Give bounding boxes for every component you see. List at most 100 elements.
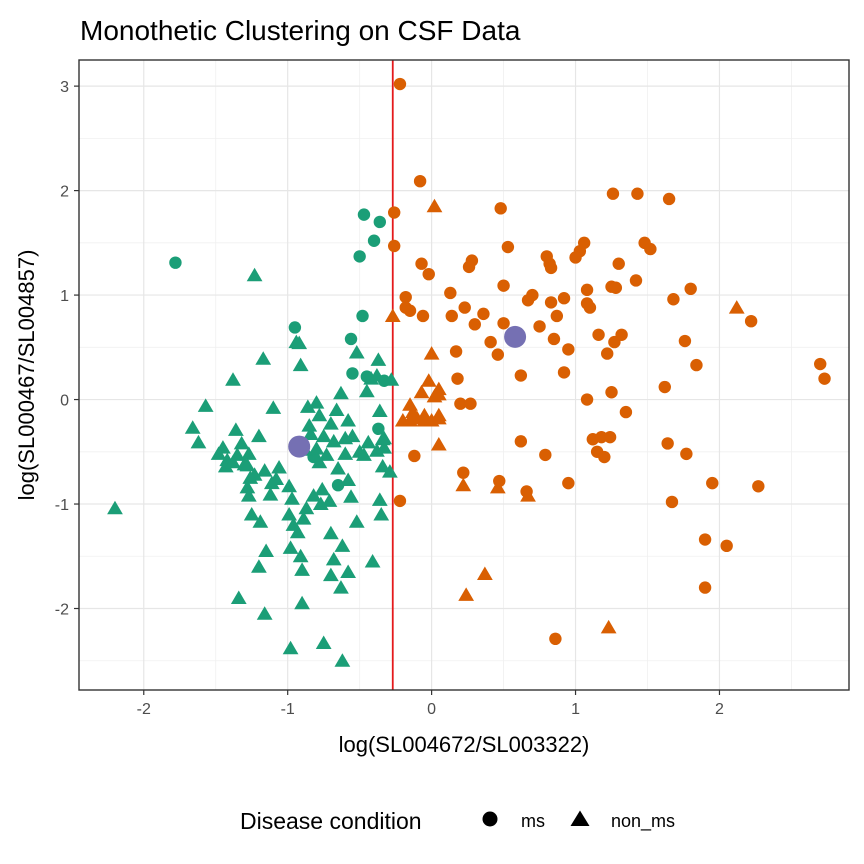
data-point-ms xyxy=(629,274,643,287)
data-point-non-ms xyxy=(358,383,375,398)
data-point-ms xyxy=(477,307,490,321)
data-point-ms xyxy=(454,397,467,410)
data-point-ms xyxy=(549,632,562,646)
y-tick-label: -1 xyxy=(55,497,69,514)
data-point-non-ms xyxy=(322,525,339,540)
data-point-ms xyxy=(557,366,571,379)
data-point-ms xyxy=(658,380,671,394)
x-tick-label: 2 xyxy=(715,701,724,718)
centroid-points xyxy=(288,325,527,458)
data-point-ms xyxy=(422,267,435,281)
data-point-non-ms xyxy=(229,447,246,461)
data-point-non-ms xyxy=(256,463,273,477)
data-point-non-ms xyxy=(233,435,250,450)
data-point-ms xyxy=(544,296,558,309)
data-point-non-ms xyxy=(356,447,372,461)
data-point-non-ms xyxy=(240,446,257,460)
data-point-ms xyxy=(609,281,623,294)
data-point-ms xyxy=(544,261,558,275)
data-point-ms xyxy=(720,539,733,553)
data-point-non-ms xyxy=(333,385,349,400)
data-point-non-ms xyxy=(217,458,234,473)
y-axis-title: log(SL000467/SL004857) xyxy=(14,250,39,501)
data-point-non-ms xyxy=(333,580,349,594)
data-point-non-ms xyxy=(343,489,359,503)
data-point-ms xyxy=(583,301,597,314)
data-point-non-ms xyxy=(246,267,263,282)
data-point-ms xyxy=(814,357,827,371)
data-point-non-ms xyxy=(281,506,298,521)
data-point-non-ms xyxy=(360,434,377,449)
data-point-ms xyxy=(444,286,457,300)
plot-panel-border xyxy=(78,59,850,691)
data-point-ms xyxy=(606,187,620,200)
data-point-ms xyxy=(684,282,697,296)
data-point-ms xyxy=(533,320,546,333)
y-tick-label: 2 xyxy=(60,184,69,201)
data-point-ms xyxy=(393,494,407,508)
data-point-non-ms xyxy=(382,464,398,478)
data-point-non-ms xyxy=(370,352,387,366)
data-point-non-ms xyxy=(426,198,443,213)
data-point-non-ms xyxy=(255,351,272,365)
data-point-non-ms xyxy=(289,524,306,539)
data-point-ms xyxy=(550,309,564,323)
data-point-ms xyxy=(497,279,510,292)
data-point-non-ms xyxy=(334,653,351,667)
data-point-non-ms xyxy=(292,357,309,372)
data-point-non-ms xyxy=(364,553,381,568)
data-point-ms xyxy=(331,479,345,492)
data-point-non-ms xyxy=(314,481,331,496)
data-point-non-ms xyxy=(228,422,244,436)
data-point-non-ms xyxy=(239,479,256,494)
data-point-non-ms xyxy=(413,384,430,399)
data-point-ms xyxy=(667,293,680,306)
data-point-non-ms xyxy=(251,559,267,573)
data-point-non-ms xyxy=(308,441,325,455)
data-point-ms xyxy=(619,405,633,419)
data-point-ms xyxy=(344,332,358,346)
data-point-ms xyxy=(690,358,703,372)
x-tick-label: -2 xyxy=(137,701,151,718)
data-point-ms xyxy=(288,321,302,334)
data-point-non-ms xyxy=(268,471,285,485)
data-point-ms xyxy=(445,309,458,323)
x-tick-label: -1 xyxy=(281,701,295,718)
data-point-ms xyxy=(706,476,719,490)
data-point-ms xyxy=(413,174,427,188)
data-point-non-ms xyxy=(325,433,342,448)
data-point-non-ms xyxy=(271,459,287,474)
data-point-ms xyxy=(698,581,712,594)
data-point-ms xyxy=(346,367,359,380)
data-point-ms xyxy=(605,386,618,399)
data-point-non-ms xyxy=(430,410,447,425)
data-point-non-ms xyxy=(239,457,256,472)
y-tick-label: -2 xyxy=(55,602,69,619)
data-point-ms xyxy=(356,309,369,323)
data-point-ms xyxy=(592,328,605,341)
data-point-non-ms xyxy=(295,511,312,525)
data-point-ms xyxy=(416,309,430,323)
data-point-ms xyxy=(501,240,515,254)
data-point-ms xyxy=(514,369,528,382)
data-point-ms xyxy=(403,304,417,317)
data-point-non-ms xyxy=(376,430,392,445)
x-tick-label: 1 xyxy=(571,701,580,718)
data-point-ms xyxy=(387,206,401,219)
data-point-non-ms xyxy=(225,454,241,469)
data-point-ms xyxy=(484,335,497,349)
data-points xyxy=(107,77,831,667)
data-point-ms xyxy=(464,397,477,410)
data-point-non-ms xyxy=(240,488,257,502)
data-point-ms xyxy=(539,448,552,462)
y-tick-label: 1 xyxy=(60,288,69,305)
data-point-non-ms xyxy=(265,400,282,414)
x-axis-title: log(SL004672/SL003322) xyxy=(339,732,590,757)
data-point-non-ms xyxy=(225,372,241,386)
data-point-non-ms xyxy=(376,440,392,454)
data-point-non-ms xyxy=(340,412,357,427)
data-point-ms xyxy=(662,192,676,206)
data-point-non-ms xyxy=(107,500,123,515)
data-point-non-ms xyxy=(291,335,308,350)
data-point-non-ms xyxy=(321,493,338,507)
